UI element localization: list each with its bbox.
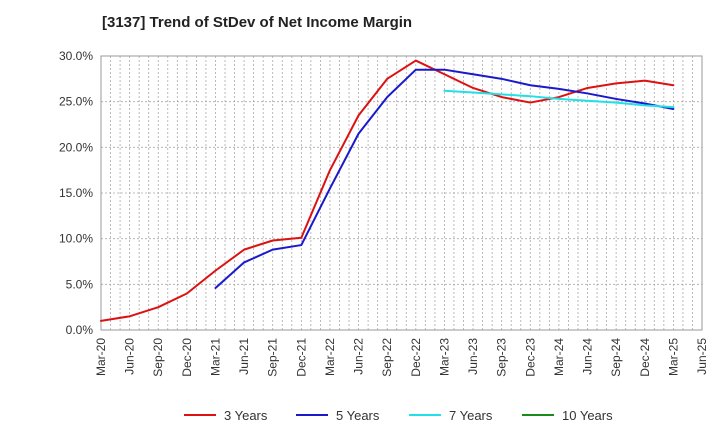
x-tick-label: Sep-24 xyxy=(609,338,623,377)
x-tick-label: Sep-20 xyxy=(151,338,165,377)
series-line-5-years xyxy=(214,68,675,289)
legend-label-10-years: 10 Years xyxy=(562,408,613,423)
x-tick-label: Jun-22 xyxy=(352,338,366,375)
x-tick-label: Sep-22 xyxy=(380,338,394,377)
y-axis-ticks: 0.0% 5.0% 10.0% 15.0% 20.0% 25.0% 30.0% xyxy=(59,49,93,337)
x-tick-label: Jun-21 xyxy=(237,338,251,375)
x-tick-label: Mar-21 xyxy=(208,338,222,376)
x-tick-label: Jun-23 xyxy=(466,338,480,375)
legend: 3 Years 5 Years 7 Years 10 Years xyxy=(184,408,613,423)
x-tick-label: Mar-22 xyxy=(323,338,337,376)
x-axis-ticks: Mar-20 Jun-20 Sep-20 Dec-20 Mar-21 Jun-21 Sep-… xyxy=(94,338,709,377)
y-tick-label: 5.0% xyxy=(66,277,94,291)
x-tick-label: Mar-25 xyxy=(666,338,680,376)
x-tick-label: Mar-20 xyxy=(94,338,108,376)
series-layer xyxy=(100,59,675,322)
x-tick-label: Jun-25 xyxy=(695,338,709,375)
x-tick-label: Jun-24 xyxy=(581,338,595,375)
chart-title: [3137] Trend of StDev of Net Income Marg… xyxy=(102,14,413,31)
x-tick-label: Mar-24 xyxy=(552,338,566,376)
x-tick-label: Sep-21 xyxy=(266,338,280,377)
y-tick-label: 25.0% xyxy=(59,95,93,109)
x-tick-label: Dec-22 xyxy=(409,338,423,377)
y-tick-label: 15.0% xyxy=(59,186,93,200)
x-tick-label: Dec-23 xyxy=(523,338,537,377)
y-tick-label: 30.0% xyxy=(59,49,93,63)
series-line-7-years xyxy=(443,89,675,109)
x-tick-label: Jun-20 xyxy=(123,338,137,375)
legend-label-5-years: 5 Years xyxy=(336,408,380,423)
grid-layer xyxy=(100,55,703,331)
x-tick-label: Dec-24 xyxy=(638,338,652,377)
legend-label-7-years: 7 Years xyxy=(449,408,493,423)
x-tick-label: Sep-23 xyxy=(495,338,509,377)
y-tick-label: 20.0% xyxy=(59,140,93,154)
plot-frame xyxy=(100,55,703,331)
x-tick-label: Dec-20 xyxy=(180,338,194,377)
y-tick-label: 0.0% xyxy=(66,323,94,337)
y-tick-label: 10.0% xyxy=(59,232,93,246)
x-tick-label: Mar-23 xyxy=(437,338,451,376)
legend-label-3-years: 3 Years xyxy=(224,408,268,423)
x-tick-label: Dec-21 xyxy=(294,338,308,377)
